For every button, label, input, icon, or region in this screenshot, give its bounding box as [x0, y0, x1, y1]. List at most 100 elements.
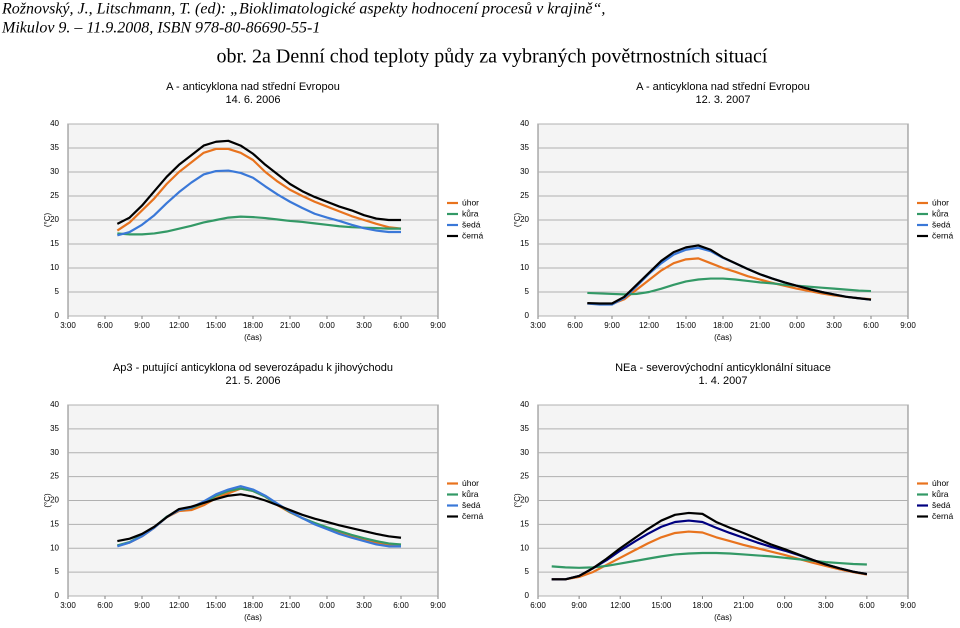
x-tick-label: 18:00 — [692, 601, 713, 610]
y-tick-label: 0 — [525, 591, 530, 600]
legend-label: kůra — [932, 208, 949, 218]
y-tick-label: 35 — [50, 424, 59, 433]
legend-label: šedá — [462, 500, 481, 510]
y-tick-label: 40 — [520, 119, 529, 128]
y-tick-label: 35 — [520, 143, 529, 152]
legend-label: černá — [932, 511, 954, 521]
legend-label: šedá — [932, 219, 951, 229]
x-tick-label: 3:00 — [60, 321, 76, 330]
x-tick-label: 21:00 — [280, 321, 301, 330]
y-tick-label: 5 — [525, 567, 530, 576]
x-tick-label: 0:00 — [789, 321, 805, 330]
series-line — [116, 147, 402, 232]
x-tick-label: 21:00 — [750, 321, 771, 330]
x-tick-label: 6:00 — [393, 601, 409, 610]
x-tick-label: 6:00 — [393, 321, 409, 330]
x-tick-label: 18:00 — [713, 321, 734, 330]
y-tick-label: 30 — [520, 448, 529, 457]
citation: Rožnovský, J., Litschmann, T. (ed): „Bio… — [1, 1, 605, 18]
x-tick-label: 6:00 — [97, 601, 113, 610]
x-tick-label: 9:00 — [134, 601, 150, 610]
x-tick-label: 9:00 — [430, 321, 446, 330]
y-tick-label: 0 — [525, 311, 530, 320]
x-tick-label: 3:00 — [530, 321, 546, 330]
y-tick-label: 25 — [50, 191, 59, 200]
x-axis-label: (čas) — [244, 333, 262, 342]
y-tick-label: 40 — [50, 119, 59, 128]
y-tick-label: 15 — [50, 519, 59, 528]
series-line — [117, 493, 402, 543]
y-tick-label: 25 — [520, 191, 529, 200]
series-line — [116, 139, 401, 225]
y-tick-label: 15 — [520, 519, 529, 528]
legend-label: úhor — [932, 478, 949, 488]
x-axis-label: (čas) — [714, 333, 732, 342]
y-tick-label: 40 — [50, 400, 59, 409]
x-tick-label: 15:00 — [676, 321, 697, 330]
x-tick-label: 6:00 — [567, 321, 583, 330]
y-tick-label: 20 — [520, 215, 529, 224]
y-tick-label: 0 — [55, 591, 60, 600]
y-tick-label: 30 — [50, 167, 59, 176]
x-tick-label: 0:00 — [319, 321, 335, 330]
x-tick-label: 3:00 — [818, 601, 834, 610]
legend-label: kůra — [462, 489, 479, 499]
legend-label: úhor — [462, 197, 479, 207]
chart-title: A - anticyklona nad střední Evropou — [166, 81, 340, 93]
legend-label: kůra — [932, 489, 949, 499]
x-tick-label: 18:00 — [243, 321, 264, 330]
y-axis-label: (°C) — [513, 493, 522, 508]
y-tick-label: 5 — [525, 287, 530, 296]
legend-label: šedá — [932, 500, 951, 510]
series-line — [117, 215, 401, 236]
x-axis-label: (čas) — [714, 613, 732, 622]
legend-label: úhor — [462, 478, 479, 488]
x-tick-label: 15:00 — [206, 321, 227, 330]
y-tick-label: 15 — [520, 239, 529, 248]
chart-title: Ap3 - putující anticyklona od severozápa… — [113, 362, 393, 374]
y-tick-label: 10 — [520, 263, 529, 272]
x-tick-label: 21:00 — [280, 601, 301, 610]
x-tick-label: 6:00 — [530, 601, 546, 610]
x-tick-label: 12:00 — [169, 321, 190, 330]
series-line — [587, 257, 872, 306]
x-tick-label: 6:00 — [863, 321, 879, 330]
y-tick-label: 15 — [50, 239, 59, 248]
x-tick-label: 12:00 — [639, 321, 660, 330]
y-tick-label: 5 — [55, 287, 60, 296]
y-tick-label: 30 — [520, 167, 529, 176]
y-axis-label: (°C) — [513, 213, 522, 228]
x-tick-label: 3:00 — [826, 321, 842, 330]
x-tick-label: 15:00 — [651, 601, 672, 610]
y-tick-label: 5 — [55, 567, 60, 576]
series-line — [117, 169, 401, 237]
x-tick-label: 0:00 — [777, 601, 793, 610]
y-axis-label: (°C) — [43, 493, 52, 508]
y-tick-label: 25 — [50, 472, 59, 481]
chart-subtitle: 1. 4. 2007 — [699, 375, 748, 387]
x-tick-label: 3:00 — [356, 321, 372, 330]
legend-label: černá — [932, 230, 954, 240]
x-tick-label: 0:00 — [319, 601, 335, 610]
y-tick-label: 0 — [55, 311, 60, 320]
x-tick-label: 9:00 — [900, 321, 916, 330]
y-tick-label: 35 — [520, 424, 529, 433]
x-tick-label: 9:00 — [134, 321, 150, 330]
legend-label: šedá — [462, 219, 481, 229]
x-tick-label: 6:00 — [97, 321, 113, 330]
chart-title: A - anticyklona nad střední Evropou — [636, 81, 810, 93]
x-tick-label: 3:00 — [60, 601, 76, 610]
y-tick-label: 20 — [50, 215, 59, 224]
y-tick-label: 40 — [520, 400, 529, 409]
chart-subtitle: 12. 3. 2007 — [695, 94, 750, 106]
y-tick-label: 20 — [50, 496, 59, 505]
x-tick-label: 6:00 — [859, 601, 875, 610]
x-tick-label: 9:00 — [571, 601, 587, 610]
legend-label: kůra — [462, 208, 479, 218]
y-tick-label: 30 — [50, 448, 59, 457]
chart-title: NEa - severovýchodní anticyklonální situ… — [615, 362, 831, 374]
y-tick-label: 20 — [520, 496, 529, 505]
x-tick-label: 9:00 — [604, 321, 620, 330]
y-tick-label: 35 — [50, 143, 59, 152]
